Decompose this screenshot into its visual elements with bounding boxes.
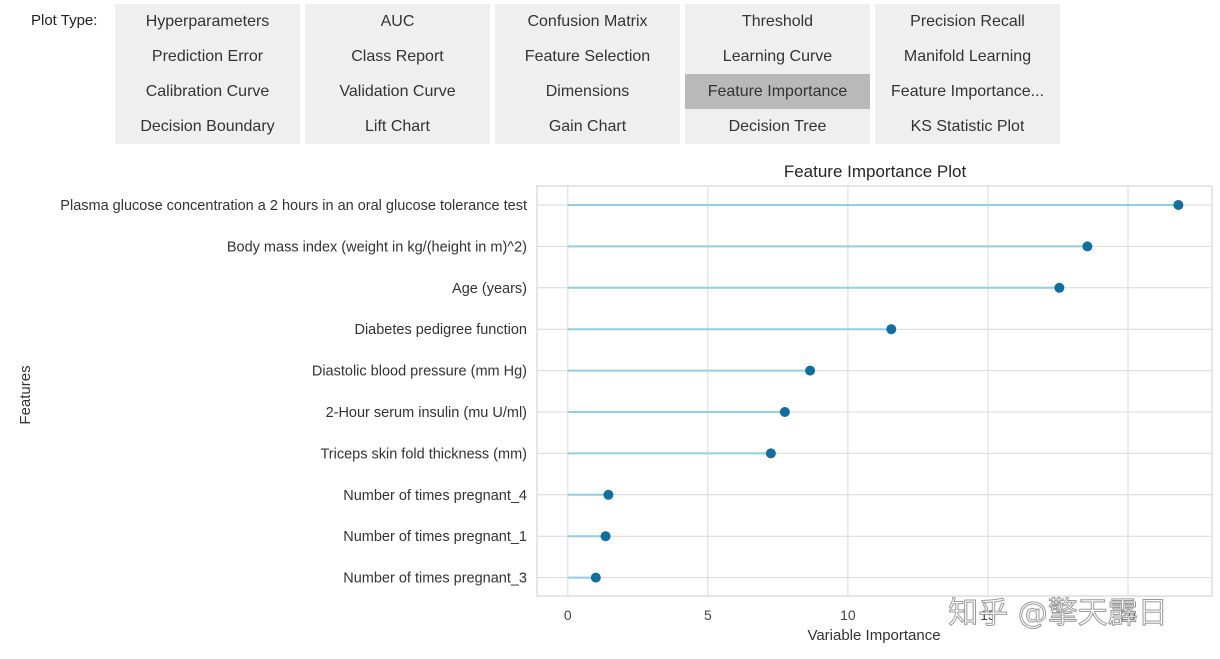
plot-option-label: Feature Importance...: [891, 82, 1044, 100]
plot-option-decision-boundary[interactable]: Decision Boundary: [115, 109, 300, 144]
x-axis-label: Variable Importance: [807, 627, 940, 644]
plot-option-prediction-error[interactable]: Prediction Error: [115, 39, 300, 74]
x-tick-label: 15: [980, 607, 996, 623]
plot-option-precision-recall[interactable]: Precision Recall: [875, 4, 1060, 39]
x-tick-label: 20: [1120, 607, 1136, 623]
importance-point: [590, 572, 601, 583]
importance-point: [1173, 200, 1184, 210]
plot-option-label: Decision Boundary: [140, 117, 275, 135]
plot-option-label: Threshold: [741, 12, 814, 30]
plot-option-label: Lift Chart: [365, 117, 430, 135]
plot-option-label: Feature Selection: [524, 47, 651, 65]
feature-label: Diastolic blood pressure (mm Hg): [312, 364, 527, 380]
x-tick-label: 5: [704, 607, 712, 623]
plot-option-label: Dimensions: [545, 82, 630, 100]
plot-option-feature-importance-all[interactable]: Feature Importance...: [875, 74, 1060, 109]
importance-point: [805, 365, 816, 376]
plot-option-label: Hyperparameters: [145, 12, 270, 30]
importance-point: [1054, 282, 1065, 293]
chart-title: Feature Importance Plot: [784, 162, 967, 181]
importance-point: [1082, 241, 1093, 252]
feature-importance-chart: Feature Importance Plot Plasma glucose c…: [17, 162, 1213, 644]
plot-option-manifold-learning[interactable]: Manifold Learning: [875, 39, 1060, 74]
plot-option-label: Validation Curve: [339, 82, 456, 100]
x-tick-label: 0: [564, 607, 572, 623]
category-labels: Plasma glucose concentration a 2 hours i…: [60, 198, 527, 587]
plot-option-class-report[interactable]: Class Report: [305, 39, 490, 74]
feature-label: Number of times pregnant_4: [343, 488, 527, 504]
x-tick-labels: 0 5 10 15 20: [564, 607, 1136, 623]
plot-option-label: Calibration Curve: [145, 82, 270, 100]
plot-type-selector: Hyperparameters AUC Confusion Matrix Thr…: [115, 4, 1065, 144]
feature-label: Age (years): [452, 281, 527, 297]
importance-point: [779, 407, 790, 417]
watermark: 知乎 @擎天霹日: [948, 596, 1168, 631]
plot-option-label: Learning Curve: [722, 47, 833, 65]
feature-label: Body mass index (weight in kg/(height in…: [227, 239, 527, 255]
y-axis-label: Features: [17, 365, 34, 424]
feature-label: Number of times pregnant_1: [343, 529, 527, 545]
plot-option-label: Decision Tree: [728, 117, 827, 135]
plot-option-feature-selection[interactable]: Feature Selection: [495, 39, 680, 74]
feature-label: Number of times pregnant_3: [343, 571, 527, 587]
plot-option-dimensions[interactable]: Dimensions: [495, 74, 680, 109]
plot-option-auc[interactable]: AUC: [305, 4, 490, 39]
plot-option-label: Manifold Learning: [903, 47, 1032, 65]
feature-label: Plasma glucose concentration a 2 hours i…: [60, 198, 527, 214]
plot-option-label: Gain Chart: [548, 117, 627, 135]
plot-option-calibration-curve[interactable]: Calibration Curve: [115, 74, 300, 109]
x-tick-label: 10: [840, 607, 856, 623]
plot-option-learning-curve[interactable]: Learning Curve: [685, 39, 870, 74]
importance-point: [886, 324, 897, 335]
plot-option-label: Prediction Error: [151, 47, 264, 65]
plot-option-validation-curve[interactable]: Validation Curve: [305, 74, 490, 109]
plot-option-feature-importance[interactable]: Feature Importance: [685, 74, 870, 109]
importance-point: [765, 448, 776, 459]
plot-option-confusion-matrix[interactable]: Confusion Matrix: [495, 4, 680, 39]
feature-label: Triceps skin fold thickness (mm): [320, 446, 527, 462]
plot-option-label: Precision Recall: [910, 12, 1025, 30]
markers: [590, 200, 1184, 583]
plot-option-gain-chart[interactable]: Gain Chart: [495, 109, 680, 144]
plot-option-label: AUC: [380, 12, 415, 30]
plot-option-label: Confusion Matrix: [527, 12, 648, 30]
plot-option-decision-tree[interactable]: Decision Tree: [685, 109, 870, 144]
plot-option-ks-statistic-plot[interactable]: KS Statistic Plot: [875, 109, 1060, 144]
plot-option-threshold[interactable]: Threshold: [685, 4, 870, 39]
stems: [567, 204, 1179, 579]
importance-point: [600, 531, 611, 542]
plot-option-label: KS Statistic Plot: [910, 117, 1025, 135]
plot-option-hyperparameters[interactable]: Hyperparameters: [115, 4, 300, 39]
importance-point: [603, 489, 614, 500]
plot-area: [536, 185, 1213, 597]
plot-option-lift-chart[interactable]: Lift Chart: [305, 109, 490, 144]
plot-type-label: Plot Type:: [31, 12, 98, 29]
feature-label: Diabetes pedigree function: [354, 322, 527, 338]
plot-option-label: Class Report: [351, 47, 444, 65]
feature-label: 2-Hour serum insulin (mu U/ml): [326, 405, 527, 421]
plot-option-label: Feature Importance: [707, 82, 848, 100]
